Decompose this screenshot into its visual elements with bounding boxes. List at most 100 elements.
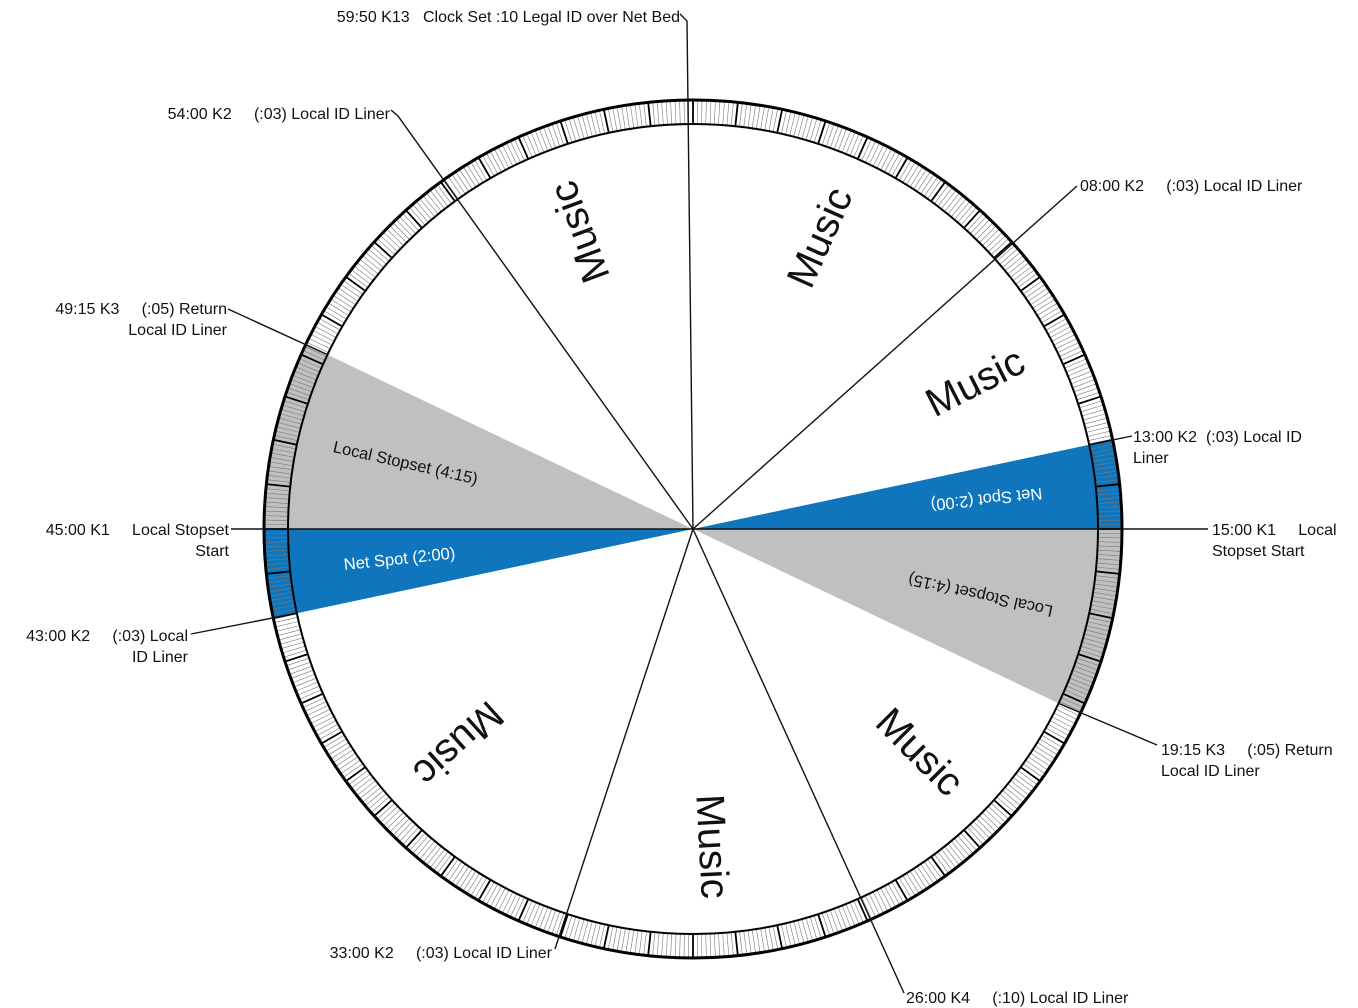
second-tick — [547, 909, 557, 933]
second-tick — [797, 114, 805, 138]
second-tick — [325, 306, 347, 320]
second-tick — [813, 119, 822, 143]
second-tick — [304, 701, 327, 712]
second-tick — [1094, 474, 1119, 479]
second-tick — [447, 176, 463, 197]
minute-tick — [559, 120, 569, 145]
second-tick — [1049, 326, 1072, 338]
second-tick — [970, 824, 987, 842]
second-tick — [927, 858, 942, 879]
segment-wedge-music — [296, 529, 1059, 935]
second-tick — [1075, 387, 1099, 397]
second-tick — [1096, 488, 1121, 492]
cue-line — [227, 308, 328, 356]
second-tick — [426, 846, 442, 866]
second-tick — [884, 885, 896, 908]
second-tick — [1092, 596, 1117, 601]
second-tick — [1015, 269, 1035, 285]
cue-text-line2: Local ID Liner — [1161, 763, 1260, 780]
second-tick — [730, 932, 734, 957]
second-tick — [845, 903, 856, 927]
second-tick — [923, 861, 939, 882]
second-tick — [1097, 545, 1122, 548]
second-tick — [1079, 649, 1103, 658]
second-tick — [1047, 322, 1070, 335]
second-tick — [634, 103, 639, 128]
second-tick — [276, 426, 300, 433]
second-tick — [872, 891, 885, 914]
second-tick — [809, 916, 818, 940]
second-tick — [433, 187, 449, 207]
second-tick — [1083, 637, 1107, 645]
second-tick — [979, 225, 997, 243]
second-tick — [1055, 337, 1078, 350]
second-tick — [501, 891, 514, 914]
second-tick — [913, 868, 927, 889]
second-tick — [880, 148, 893, 171]
second-tick — [568, 118, 577, 142]
second-tick — [330, 745, 352, 760]
second-tick — [289, 383, 313, 393]
second-tick — [833, 126, 843, 150]
second-tick — [451, 174, 466, 195]
second-tick — [1073, 383, 1097, 393]
second-tick — [1075, 661, 1099, 671]
second-tick — [522, 900, 533, 923]
second-tick — [1089, 443, 1114, 450]
second-tick — [497, 146, 510, 169]
minute-tick — [373, 241, 393, 259]
second-tick — [314, 326, 337, 338]
second-tick — [282, 404, 306, 413]
second-tick — [1072, 669, 1096, 679]
second-tick — [526, 902, 537, 925]
second-tick — [1049, 720, 1072, 732]
second-tick — [395, 219, 413, 237]
second-tick — [1034, 745, 1056, 760]
second-tick — [793, 921, 800, 945]
second-tick — [451, 863, 466, 884]
second-tick — [380, 806, 398, 823]
second-tick — [937, 851, 953, 871]
second-tick — [739, 931, 743, 956]
second-tick — [297, 362, 320, 373]
cue-line — [390, 109, 694, 530]
second-tick — [271, 604, 296, 610]
second-tick — [265, 562, 290, 566]
second-tick — [661, 932, 664, 957]
second-tick — [282, 645, 306, 654]
second-tick — [280, 409, 305, 417]
minute-tick — [405, 209, 423, 229]
second-tick — [268, 587, 293, 592]
second-tick — [1085, 422, 1109, 429]
second-tick — [287, 661, 311, 671]
second-tick — [599, 110, 605, 134]
second-tick — [386, 228, 404, 246]
second-tick — [1017, 770, 1038, 786]
second-tick — [674, 933, 677, 958]
second-tick — [402, 826, 420, 845]
cue-line — [1089, 435, 1133, 446]
second-tick — [447, 861, 463, 882]
second-tick — [510, 140, 521, 163]
second-tick — [264, 519, 289, 521]
second-tick — [1088, 435, 1112, 441]
cue-text: 08:00 K2 (:03) Local ID Liner — [1080, 178, 1303, 195]
second-tick — [1037, 302, 1058, 316]
second-tick — [328, 742, 349, 756]
minute-tick — [1062, 692, 1086, 705]
second-tick — [314, 720, 337, 732]
second-tick — [1094, 583, 1119, 588]
second-tick — [1092, 592, 1117, 597]
segment-wedge-local-stopset — [288, 354, 693, 529]
second-tick — [510, 895, 521, 918]
minute-tick — [1077, 653, 1102, 663]
second-tick — [1069, 677, 1092, 688]
second-tick — [1053, 712, 1076, 725]
second-tick — [713, 933, 716, 958]
second-tick — [1051, 716, 1074, 729]
second-tick — [768, 107, 774, 132]
second-tick — [947, 195, 964, 215]
second-tick — [726, 101, 730, 126]
second-tick — [709, 100, 712, 125]
second-tick — [947, 843, 964, 863]
